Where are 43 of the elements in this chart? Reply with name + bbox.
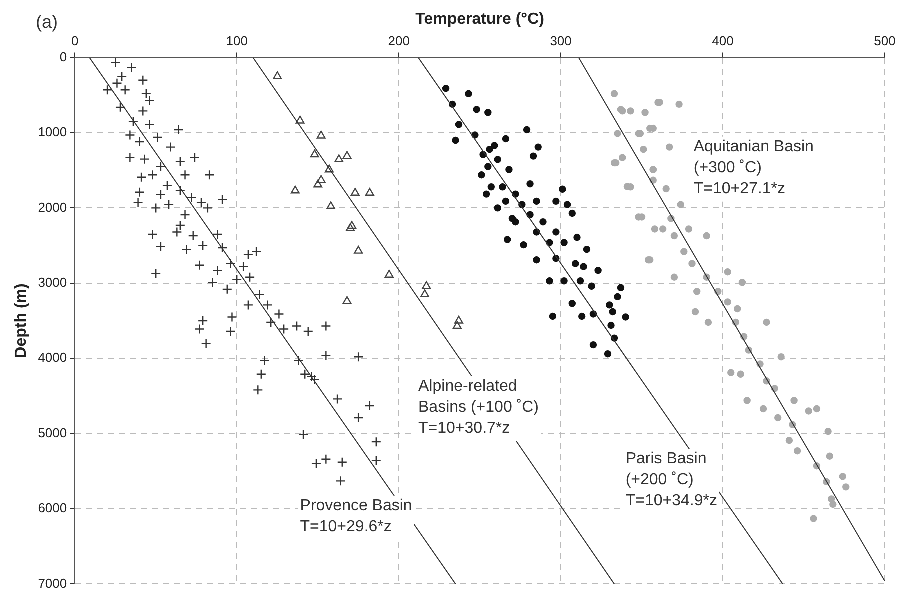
annotation: Provence Basin T=10+29.6*z <box>300 497 412 536</box>
y-tick-label: 4000 <box>38 350 68 366</box>
point <box>342 296 352 304</box>
annotation: Alpine-related Basins (+100 ˚C) T=10+30.7*z <box>418 378 540 437</box>
point <box>314 180 323 188</box>
x-tick-label: 100 <box>226 34 248 49</box>
y-tick-label: 1000 <box>38 124 68 140</box>
point <box>273 72 282 80</box>
y-axis-title: Depth (m) <box>13 284 30 358</box>
point <box>365 188 374 196</box>
x-tick-label: 400 <box>712 34 734 49</box>
point <box>316 175 326 184</box>
point <box>420 290 430 298</box>
point <box>384 270 394 278</box>
point <box>296 116 305 124</box>
point <box>350 188 360 196</box>
y-tick-label: 7000 <box>38 576 68 591</box>
annotation: Aquitanian Basin (+300 ˚C) T=10+27.1*z <box>694 138 814 198</box>
point <box>316 130 326 139</box>
x-axis-title: Temperature (°C) <box>416 11 544 28</box>
x-tick-label: 200 <box>388 34 410 49</box>
point <box>310 150 320 158</box>
y-tick-label: 0 <box>60 49 68 64</box>
point <box>342 151 352 160</box>
x-tick-label: 0 <box>72 34 79 49</box>
point <box>290 186 300 194</box>
text: (a) <box>36 12 58 32</box>
point <box>422 281 432 290</box>
point <box>324 164 334 173</box>
point <box>326 202 336 210</box>
y-tick-label: 5000 <box>38 425 68 440</box>
annotation: Paris Basin (+200 ˚C) T=10+34.9*z <box>626 450 718 510</box>
y-tick-label: 3000 <box>38 274 68 290</box>
point <box>354 246 364 254</box>
point <box>454 316 464 324</box>
x-tick-label: 500 <box>874 34 896 49</box>
point <box>334 154 344 163</box>
y-tick-label: 2000 <box>38 200 68 215</box>
point <box>452 321 462 330</box>
point <box>346 223 355 232</box>
point <box>348 221 357 230</box>
x-tick-label: 300 <box>550 34 572 49</box>
y-tick-label: 6000 <box>38 500 68 516</box>
